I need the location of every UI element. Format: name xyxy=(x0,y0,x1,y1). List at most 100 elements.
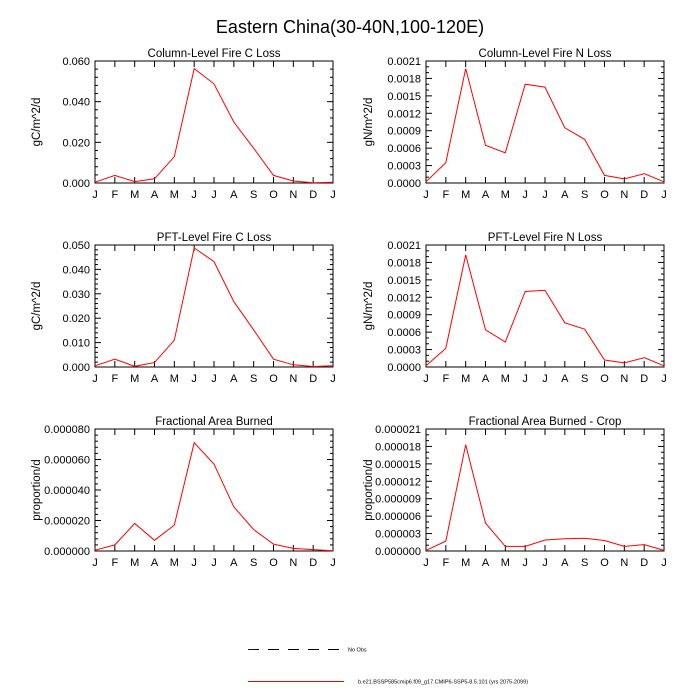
y-tick-label: 0.040 xyxy=(62,264,90,276)
x-tick-label: J xyxy=(191,189,197,201)
y-axis-label: gC/m^2/d xyxy=(31,282,43,331)
x-tick-label: F xyxy=(442,373,449,385)
y-tick-label: 0.0003 xyxy=(387,161,421,173)
x-tick-label: M xyxy=(461,189,470,201)
y-tick-label: 0.0009 xyxy=(387,310,421,322)
y-tick-label: 0.050 xyxy=(62,240,90,252)
x-tick-label: A xyxy=(230,189,238,201)
y-tick-label: 0.000003 xyxy=(375,529,421,541)
x-tick-label: N xyxy=(620,373,628,385)
x-tick-label: F xyxy=(111,189,118,201)
y-axis-label: proportion/d xyxy=(31,459,43,520)
x-tick-label: M xyxy=(501,557,510,569)
y-axis-label: gN/m^2/d xyxy=(363,282,375,331)
x-tick-label: N xyxy=(620,557,628,569)
x-tick-label: J xyxy=(423,557,429,569)
x-tick-label: A xyxy=(561,189,569,201)
x-tick-label: D xyxy=(640,373,648,385)
series-line xyxy=(94,247,334,368)
x-tick-label: J xyxy=(522,557,528,569)
panel-title: PFT-Level Fire N Loss xyxy=(488,232,603,244)
x-tick-label: N xyxy=(620,189,628,201)
x-tick-label: J xyxy=(191,557,197,569)
y-tick-label: 0.000080 xyxy=(44,424,90,436)
x-tick-label: S xyxy=(581,557,588,569)
x-tick-label: O xyxy=(600,373,609,385)
x-tick-label: J xyxy=(211,557,217,569)
x-tick-label: N xyxy=(289,189,297,201)
x-tick-label: A xyxy=(561,557,569,569)
x-tick-label: O xyxy=(269,373,278,385)
legend-obs-label: No Obs xyxy=(348,648,367,654)
x-tick-label: J xyxy=(330,373,336,385)
y-tick-label: 0.000018 xyxy=(375,441,421,453)
x-tick-label: S xyxy=(581,373,588,385)
series-line xyxy=(425,68,665,183)
y-tick-label: 0.0012 xyxy=(387,292,421,304)
x-tick-label: J xyxy=(423,373,429,385)
x-tick-label: D xyxy=(640,557,648,569)
x-tick-label: F xyxy=(442,189,449,201)
x-tick-label: J xyxy=(542,189,548,201)
x-tick-label: F xyxy=(111,557,118,569)
x-tick-label: A xyxy=(230,557,238,569)
x-tick-label: A xyxy=(151,373,159,385)
y-tick-label: 0.010 xyxy=(62,338,90,350)
x-tick-label: J xyxy=(330,557,336,569)
x-tick-label: A xyxy=(482,373,490,385)
figure-title: Eastern China(30-40N,100-120E) xyxy=(216,17,484,37)
series-line xyxy=(425,444,665,551)
x-tick-label: M xyxy=(130,557,139,569)
x-tick-label: M xyxy=(461,557,470,569)
y-tick-label: 0.0000 xyxy=(387,178,421,190)
x-tick-label: J xyxy=(522,373,528,385)
x-tick-label: A xyxy=(482,557,490,569)
y-tick-label: 0.040 xyxy=(62,97,90,109)
y-tick-label: 0.0018 xyxy=(387,257,421,269)
y-tick-label: 0.000012 xyxy=(375,476,421,488)
y-tick-label: 0.000020 xyxy=(44,516,90,528)
x-tick-label: N xyxy=(289,373,297,385)
x-tick-label: J xyxy=(191,373,197,385)
legend-model-label: b.e21.BSSP585cmip6.f09_g17.CMIP6-SSP5-8.… xyxy=(358,680,528,686)
x-tick-label: O xyxy=(600,557,609,569)
y-tick-label: 0.0015 xyxy=(387,275,421,287)
x-tick-label: F xyxy=(111,373,118,385)
plot-frame xyxy=(94,428,334,552)
y-tick-label: 0.0006 xyxy=(387,143,421,155)
y-tick-label: 0.000060 xyxy=(44,455,90,467)
x-tick-label: M xyxy=(170,189,179,201)
x-tick-label: J xyxy=(522,189,528,201)
y-tick-label: 0.000021 xyxy=(375,424,421,436)
x-tick-label: O xyxy=(600,189,609,201)
y-tick-label: 0.0012 xyxy=(387,108,421,120)
y-tick-label: 0.0021 xyxy=(387,56,421,68)
plot-frame xyxy=(425,428,665,552)
x-tick-label: S xyxy=(250,189,257,201)
y-tick-label: 0.000015 xyxy=(375,459,421,471)
y-tick-label: 0.000009 xyxy=(375,494,421,506)
plot-frame xyxy=(425,60,665,184)
x-tick-label: J xyxy=(330,189,336,201)
y-tick-label: 0.000040 xyxy=(44,485,90,497)
x-tick-label: J xyxy=(661,189,667,201)
y-tick-label: 0.060 xyxy=(62,56,90,68)
x-tick-label: J xyxy=(423,189,429,201)
y-tick-label: 0.0006 xyxy=(387,327,421,339)
plot-frame xyxy=(94,60,334,184)
x-tick-label: A xyxy=(561,373,569,385)
y-axis-label: gC/m^2/d xyxy=(31,98,43,147)
x-tick-label: J xyxy=(542,557,548,569)
x-tick-label: J xyxy=(661,557,667,569)
x-tick-label: J xyxy=(661,373,667,385)
x-tick-label: J xyxy=(211,189,217,201)
x-tick-label: M xyxy=(501,373,510,385)
x-tick-label: J xyxy=(211,373,217,385)
x-tick-label: S xyxy=(250,557,257,569)
y-tick-label: 0.0021 xyxy=(387,240,421,252)
